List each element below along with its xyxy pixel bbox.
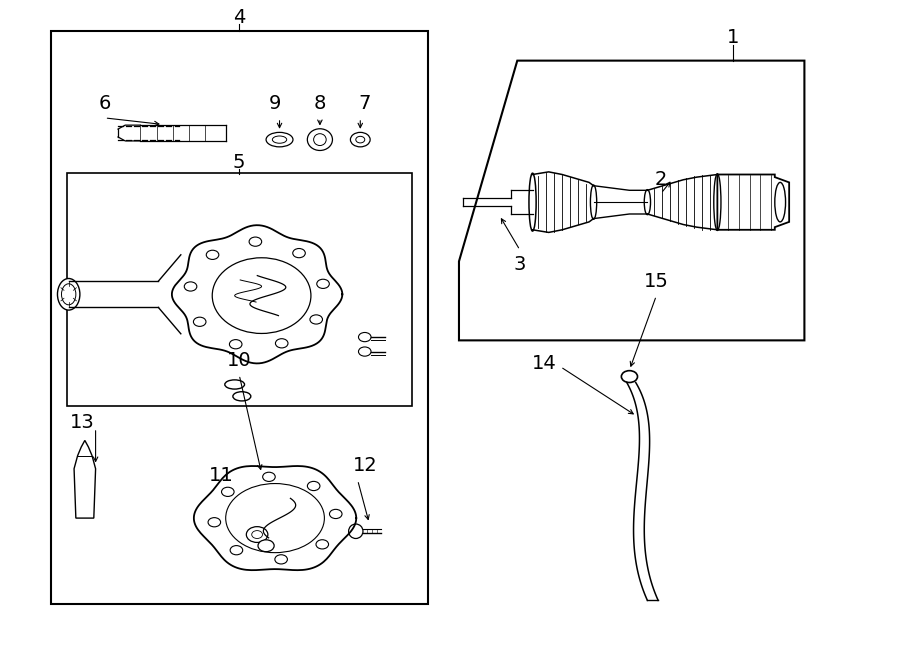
Circle shape	[230, 545, 243, 555]
Text: 2: 2	[654, 170, 667, 188]
Text: 14: 14	[532, 354, 556, 373]
Circle shape	[208, 518, 220, 527]
Circle shape	[358, 347, 371, 356]
Circle shape	[258, 540, 274, 552]
Circle shape	[274, 555, 287, 564]
Circle shape	[329, 510, 342, 519]
Bar	[50, 31, 427, 603]
Circle shape	[184, 282, 197, 291]
Circle shape	[221, 487, 234, 496]
Text: 1: 1	[726, 28, 739, 47]
Text: 8: 8	[314, 94, 326, 113]
Circle shape	[275, 338, 288, 348]
Circle shape	[317, 279, 329, 288]
Circle shape	[263, 472, 275, 481]
Text: 15: 15	[644, 272, 669, 291]
Text: 13: 13	[70, 413, 94, 432]
Text: 4: 4	[233, 9, 246, 27]
Bar	[67, 173, 412, 407]
Circle shape	[292, 249, 305, 258]
Circle shape	[206, 251, 219, 259]
Text: 9: 9	[269, 94, 281, 113]
Circle shape	[249, 237, 262, 247]
Circle shape	[247, 527, 268, 543]
Circle shape	[230, 340, 242, 349]
Circle shape	[316, 540, 328, 549]
Ellipse shape	[58, 278, 80, 310]
Ellipse shape	[348, 524, 363, 539]
Circle shape	[310, 315, 322, 324]
Ellipse shape	[775, 182, 786, 222]
Text: 12: 12	[353, 456, 377, 475]
Circle shape	[194, 317, 206, 327]
Text: 7: 7	[358, 94, 371, 113]
Text: 11: 11	[209, 466, 234, 485]
Circle shape	[621, 371, 637, 383]
Circle shape	[358, 332, 371, 342]
Text: 6: 6	[98, 94, 111, 113]
Text: 5: 5	[233, 153, 246, 172]
Text: 3: 3	[514, 255, 526, 274]
Circle shape	[308, 481, 320, 490]
Text: 10: 10	[227, 350, 251, 369]
